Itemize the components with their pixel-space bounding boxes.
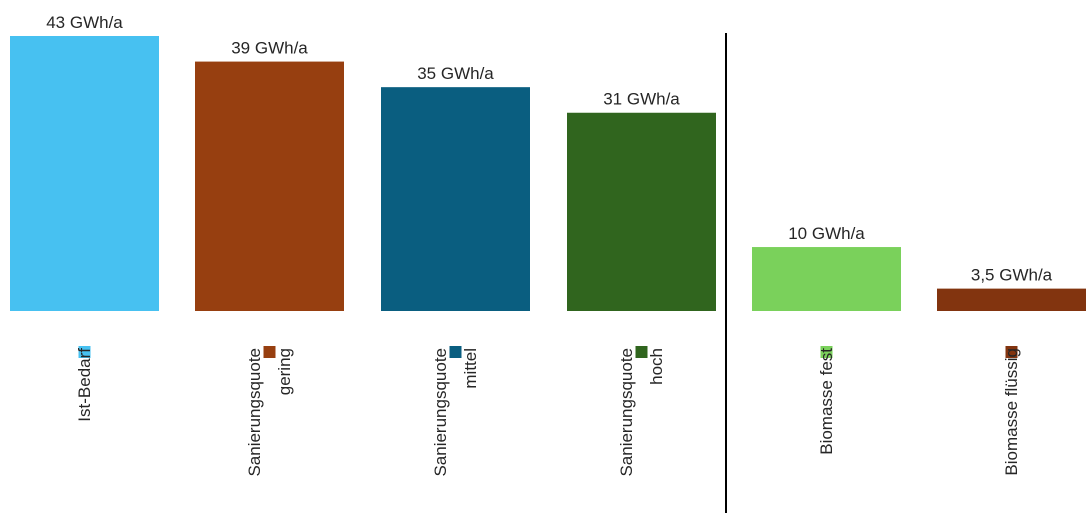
legend-marker-biomasse-fest <box>820 346 833 358</box>
legend-label-ist-bedarf: Ist-Bedarf <box>75 348 94 422</box>
bars-group <box>10 36 1086 312</box>
bar-sanierungsquote-mittel <box>381 87 530 312</box>
legend-marker-biomasse-fluessig <box>1005 346 1018 358</box>
legend-label-biomasse-fest: Biomasse fest <box>817 348 836 455</box>
legend-label-sanierungsquote-mittel-line2: mittel <box>461 348 480 389</box>
legend-label-sanierungsquote-gering-line1: Sanierungsquote <box>245 348 264 477</box>
legend-marker-sanierungsquote-mittel <box>449 346 462 358</box>
bar-sanierungsquote-gering <box>195 61 344 312</box>
legend-marker-ist-bedarf <box>78 346 91 358</box>
legend-label-sanierungsquote-mittel-line1: Sanierungsquote <box>431 348 450 477</box>
legend-label-sanierungsquote-gering-line2: gering <box>275 348 294 395</box>
legend-marker-sanierungsquote-gering <box>263 346 276 358</box>
value-labels-group: 43 GWh/a 39 GWh/a 35 GWh/a 31 GWh/a 10 GWh/a… <box>46 13 1052 285</box>
legend-label-sanierungsquote-hoch-line2: hoch <box>647 348 666 385</box>
legend-label-biomasse-fluessig: Biomasse flüssig <box>1002 348 1021 476</box>
bar-biomasse-fluessig <box>937 288 1086 311</box>
legend-label-sanierungsquote-hoch-line1: Sanierungsquote <box>617 348 636 477</box>
value-label-sanierungsquote-hoch: 31 GWh/a <box>603 90 680 109</box>
legend-marker-sanierungsquote-hoch <box>635 346 648 358</box>
bar-biomasse-fest <box>752 247 901 311</box>
legend: Ist-Bedarf Sanierungsquote gering Sanierung… <box>75 346 1021 477</box>
value-label-biomasse-fluessig: 3,5 GWh/a <box>971 266 1053 285</box>
value-label-biomasse-fest: 10 GWh/a <box>788 224 865 243</box>
value-label-sanierungsquote-gering: 39 GWh/a <box>231 39 308 58</box>
value-label-sanierungsquote-mittel: 35 GWh/a <box>417 64 494 83</box>
bar-ist-bedarf <box>10 36 159 311</box>
bar-sanierungsquote-hoch <box>567 112 716 311</box>
value-label-ist-bedarf: 43 GWh/a <box>46 13 123 32</box>
